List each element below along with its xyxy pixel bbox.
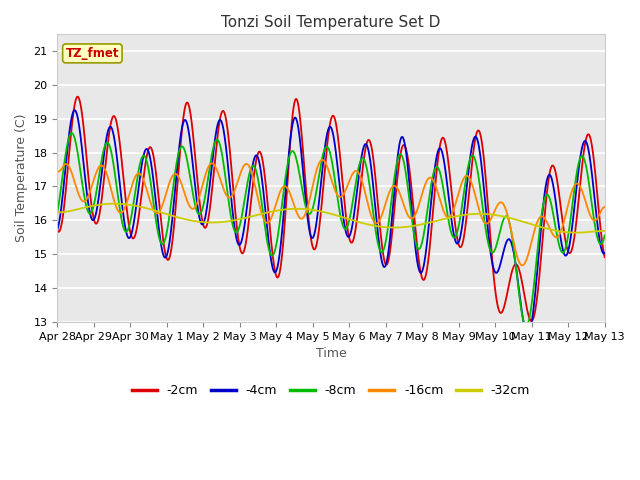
-8cm (417, 245, 424, 251)
-16cm (162, 192, 170, 197)
-32cm (111, 201, 118, 206)
-4cm (536, 232, 544, 238)
-2cm (417, 267, 424, 273)
-8cm (601, 233, 609, 239)
-2cm (74, 94, 81, 99)
Line: -2cm: -2cm (58, 96, 605, 321)
-4cm (417, 270, 424, 276)
-16cm (237, 171, 244, 177)
Line: -16cm: -16cm (58, 160, 605, 265)
-32cm (237, 216, 244, 222)
Text: TZ_fmet: TZ_fmet (66, 47, 119, 60)
-2cm (488, 252, 495, 257)
-32cm (536, 224, 544, 230)
-8cm (175, 147, 183, 153)
-32cm (488, 212, 495, 217)
Y-axis label: Soil Temperature (C): Soil Temperature (C) (15, 114, 28, 242)
-8cm (68, 130, 76, 136)
-8cm (237, 218, 244, 224)
-2cm (527, 318, 535, 324)
-16cm (175, 175, 183, 181)
-32cm (573, 230, 580, 236)
-32cm (54, 209, 61, 215)
-16cm (319, 157, 326, 163)
-4cm (70, 108, 78, 113)
-16cm (417, 197, 424, 203)
-2cm (237, 248, 244, 254)
Line: -8cm: -8cm (58, 133, 605, 326)
-16cm (488, 215, 495, 220)
-4cm (524, 331, 532, 337)
-32cm (163, 211, 170, 217)
-8cm (488, 250, 495, 255)
-2cm (54, 228, 61, 233)
-4cm (237, 240, 244, 246)
-2cm (175, 155, 183, 161)
-4cm (488, 257, 495, 263)
-32cm (175, 215, 183, 221)
-4cm (54, 227, 61, 232)
-4cm (163, 254, 170, 260)
-32cm (417, 222, 424, 228)
-16cm (54, 169, 61, 175)
-16cm (601, 204, 609, 210)
-4cm (175, 142, 183, 148)
Line: -4cm: -4cm (58, 110, 605, 334)
-16cm (536, 214, 544, 220)
-2cm (163, 254, 170, 260)
-16cm (518, 263, 526, 268)
-4cm (601, 250, 609, 256)
-2cm (601, 254, 609, 260)
Line: -32cm: -32cm (58, 204, 605, 233)
Legend: -2cm, -4cm, -8cm, -16cm, -32cm: -2cm, -4cm, -8cm, -16cm, -32cm (127, 379, 535, 402)
-2cm (536, 262, 544, 267)
Title: Tonzi Soil Temperature Set D: Tonzi Soil Temperature Set D (221, 15, 441, 30)
-8cm (163, 232, 170, 238)
-8cm (54, 209, 61, 215)
X-axis label: Time: Time (316, 347, 346, 360)
-32cm (601, 228, 609, 234)
-8cm (536, 221, 544, 227)
-8cm (522, 323, 530, 329)
